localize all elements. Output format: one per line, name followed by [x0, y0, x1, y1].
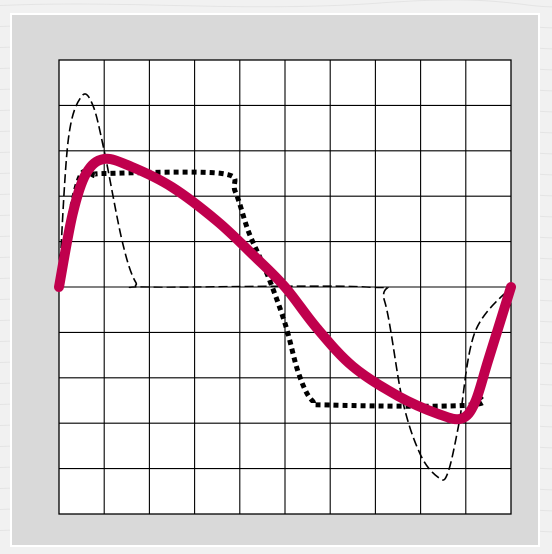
chart-panel: [10, 13, 540, 547]
gridlines: [59, 60, 511, 514]
texture-stroke: [0, 0, 552, 8]
highlighted-series-line: [54, 153, 516, 425]
line-chart: [54, 59, 516, 515]
dashed-series-line: [58, 93, 512, 481]
series-layer: [54, 93, 516, 481]
